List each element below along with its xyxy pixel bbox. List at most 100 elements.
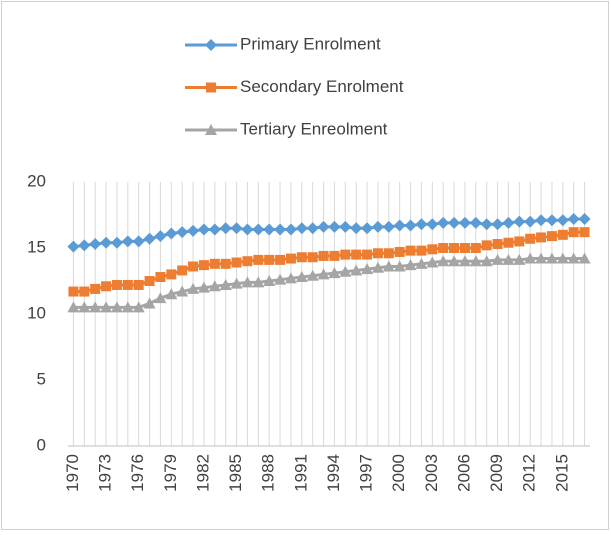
marker [405, 245, 416, 256]
marker [284, 272, 297, 284]
x-tick-label: 1979 [161, 454, 180, 492]
marker [197, 223, 210, 236]
marker [350, 264, 363, 276]
marker [252, 223, 265, 236]
marker [361, 263, 374, 275]
marker [285, 253, 296, 264]
marker [525, 233, 536, 244]
marker [329, 250, 340, 261]
marker [459, 243, 470, 253]
marker [230, 222, 243, 235]
y-tick-label: 0 [37, 435, 46, 454]
marker [165, 227, 178, 240]
marker [176, 226, 189, 239]
x-tick-label: 1982 [193, 454, 212, 492]
marker [132, 235, 145, 248]
marker [480, 255, 493, 267]
marker [556, 214, 569, 227]
marker [427, 244, 438, 255]
marker [416, 245, 427, 256]
marker [187, 282, 200, 294]
marker [110, 301, 123, 313]
marker [361, 222, 374, 235]
marker [78, 239, 91, 252]
marker [514, 236, 525, 247]
marker [154, 230, 167, 243]
marker [143, 232, 156, 245]
marker [296, 252, 307, 263]
marker [100, 236, 113, 249]
marker [205, 39, 217, 51]
y-tick-label: 20 [27, 171, 46, 190]
marker [133, 279, 144, 290]
marker [426, 218, 439, 231]
marker [546, 231, 557, 242]
marker [284, 223, 297, 236]
legend-label: Primary Enrolment [240, 34, 381, 53]
marker [307, 252, 318, 263]
marker [415, 218, 428, 231]
marker [513, 215, 526, 228]
marker [176, 285, 189, 297]
marker [469, 216, 482, 229]
marker [469, 255, 482, 267]
marker [209, 258, 220, 269]
marker [426, 256, 439, 268]
marker [371, 220, 384, 233]
marker [449, 243, 460, 253]
marker [383, 248, 394, 259]
x-tick-label: 1976 [128, 454, 147, 492]
marker [208, 223, 221, 236]
marker [437, 255, 450, 267]
marker [524, 215, 537, 228]
marker [122, 279, 133, 290]
marker [143, 297, 156, 309]
marker [295, 271, 308, 283]
marker [351, 249, 362, 260]
x-tick-label: 2006 [454, 454, 473, 492]
marker [524, 252, 537, 264]
x-tick-label: 1985 [226, 454, 245, 492]
marker [166, 269, 177, 280]
marker [253, 254, 264, 265]
marker [219, 278, 232, 290]
marker [317, 268, 330, 280]
marker [491, 218, 504, 231]
marker [568, 227, 579, 238]
marker [458, 216, 471, 229]
x-tick-label: 1991 [291, 454, 310, 492]
marker [154, 292, 167, 304]
marker [90, 283, 101, 294]
marker [264, 254, 275, 265]
x-tick-label: 1970 [63, 454, 82, 492]
marker [241, 223, 254, 236]
marker [68, 286, 79, 297]
marker [448, 255, 461, 267]
marker [578, 212, 591, 225]
marker [78, 301, 91, 313]
marker [438, 243, 449, 253]
marker [536, 232, 547, 243]
marker [111, 279, 122, 290]
marker [557, 229, 568, 240]
marker [372, 248, 383, 259]
marker [578, 252, 591, 264]
x-tick-label: 1994 [324, 454, 343, 492]
marker [362, 249, 373, 260]
marker [502, 216, 515, 229]
marker [89, 238, 102, 251]
marker [306, 269, 319, 281]
marker [480, 218, 493, 231]
marker [274, 223, 287, 236]
marker [206, 82, 216, 93]
marker [177, 265, 188, 276]
marker [448, 216, 461, 229]
marker [545, 252, 558, 264]
legend-label: Secondary Enrolment [240, 77, 404, 96]
marker [339, 220, 352, 233]
x-tick-label: 1997 [357, 454, 376, 492]
y-tick-label: 5 [37, 369, 46, 388]
marker [502, 253, 515, 265]
marker [513, 253, 526, 265]
